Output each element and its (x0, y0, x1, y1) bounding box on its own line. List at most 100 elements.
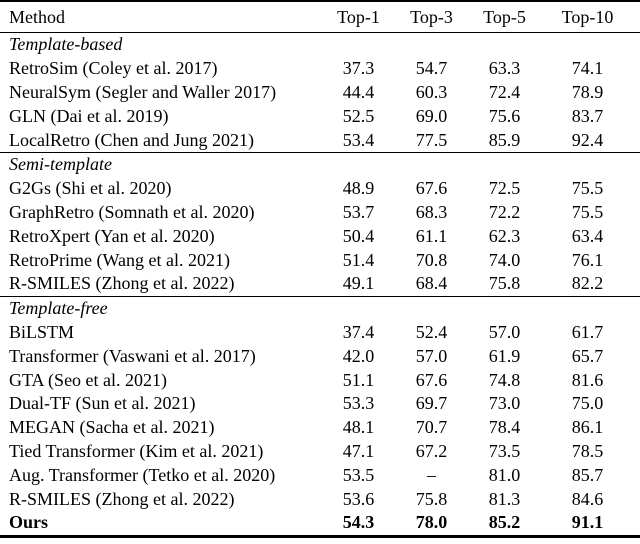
value-cell: 53.5 (342, 464, 375, 485)
value-cell: 74.0 (488, 249, 521, 270)
value-cell: 57.0 (488, 321, 521, 342)
value-cell: 48.9 (342, 178, 375, 199)
value-cell: 72.2 (488, 201, 521, 222)
column-header-top5: Top-5 (483, 6, 526, 27)
value-cell: 81.3 (488, 488, 521, 509)
method-cell: RetroSim (Coley et al. 2017) (9, 58, 218, 79)
value-cell: 91.1 (571, 512, 604, 533)
value-cell: 75.5 (571, 201, 604, 222)
method-cell: Dual-TF (Sun et al. 2021) (9, 393, 196, 414)
value-cell: 52.5 (342, 105, 375, 126)
value-cell: 67.6 (415, 178, 448, 199)
value-cell: 54.7 (415, 58, 448, 79)
method-cell: Ours (9, 512, 49, 533)
value-cell: 85.2 (488, 512, 521, 533)
method-cell: LocalRetro (Chen and Jung 2021) (9, 129, 254, 150)
value-cell: 62.3 (488, 225, 521, 246)
section-label: Semi-template (9, 154, 112, 175)
value-cell: 72.5 (488, 178, 521, 199)
value-cell: 82.2 (571, 273, 604, 294)
value-cell: 68.4 (415, 273, 448, 294)
value-cell: 75.0 (571, 393, 604, 414)
value-cell: 48.1 (342, 417, 375, 438)
table-row: Ours 54.3 78.0 85.2 91.1 (0, 511, 640, 536)
value-cell: 61.1 (415, 225, 448, 246)
method-cell: NeuralSym (Segler and Waller 2017) (9, 81, 277, 102)
value-cell: 77.5 (415, 129, 448, 150)
value-cell: 85.9 (488, 129, 521, 150)
column-header-top1: Top-1 (337, 6, 380, 27)
table-row: Tied Transformer (Kim et al. 2021) 47.1 67… (0, 440, 640, 464)
value-cell: 85.7 (571, 464, 604, 485)
value-cell: 52.4 (415, 321, 448, 342)
table-row: Transformer (Vaswani et al. 2017) 42.0 57.… (0, 344, 640, 368)
value-cell: 76.1 (571, 249, 604, 270)
value-cell: 63.3 (488, 58, 521, 79)
table-row: R-SMILES (Zhong et al. 2022) 53.6 75.8 81.3… (0, 487, 640, 511)
value-cell: 61.7 (571, 321, 604, 342)
value-cell: 75.8 (415, 488, 448, 509)
value-cell: 75.8 (488, 273, 521, 294)
value-cell: 63.4 (571, 225, 604, 246)
method-cell: MEGAN (Sacha et al. 2021) (9, 417, 215, 438)
section-semi-template: Semi-template G2Gs (Shi et al. 2020) 48.9 6… (0, 152, 640, 296)
table-row: RetroPrime (Wang et al. 2021) 51.4 70.8 74.… (0, 248, 640, 272)
value-cell: 51.4 (342, 249, 375, 270)
section-label-row: Semi-template (0, 152, 640, 176)
value-cell: 78.0 (415, 512, 448, 533)
value-cell: 37.3 (342, 58, 375, 79)
value-cell: 51.1 (342, 369, 375, 390)
value-cell: 67.6 (415, 369, 448, 390)
table-row: G2Gs (Shi et al. 2020) 48.9 67.6 72.5 75.5 (0, 177, 640, 201)
value-cell: 81.6 (571, 369, 604, 390)
method-cell: BiLSTM (9, 321, 75, 342)
value-cell: 84.6 (571, 488, 604, 509)
column-header-top10: Top-10 (561, 6, 614, 27)
column-header-method: Method (9, 6, 65, 27)
value-cell: 47.1 (342, 440, 375, 461)
value-cell: 78.9 (571, 81, 604, 102)
value-cell: 73.5 (488, 440, 521, 461)
value-cell: 70.7 (415, 417, 448, 438)
value-cell: 83.7 (571, 105, 604, 126)
value-cell: 72.4 (488, 81, 521, 102)
value-cell: 53.7 (342, 201, 375, 222)
table-row: Aug. Transformer (Tetko et al. 2020) 53.5… (0, 463, 640, 487)
value-cell: 50.4 (342, 225, 375, 246)
table-row: R-SMILES (Zhong et al. 2022) 49.1 68.4 75.8… (0, 272, 640, 296)
value-cell: 69.0 (415, 105, 448, 126)
value-cell: 53.4 (342, 129, 375, 150)
value-cell: 81.0 (488, 464, 521, 485)
value-cell: 44.4 (342, 81, 375, 102)
value-cell: 68.3 (415, 201, 448, 222)
table-row: MEGAN (Sacha et al. 2021) 48.1 70.7 78.4 86.… (0, 416, 640, 440)
table-row: Dual-TF (Sun et al. 2021) 53.3 69.7 73.0 75.… (0, 392, 640, 416)
value-cell: 61.9 (488, 345, 521, 366)
value-cell: 42.0 (342, 345, 375, 366)
value-cell: 57.0 (415, 345, 448, 366)
value-cell: 65.7 (571, 345, 604, 366)
section-template-based: Template-based RetroSim (Coley et al. 201… (0, 33, 640, 153)
section-label-row: Template-based (0, 33, 640, 57)
method-cell: GLN (Dai et al. 2019) (9, 105, 169, 126)
value-cell: 92.4 (571, 129, 604, 150)
value-cell: 60.3 (415, 81, 448, 102)
method-cell: R-SMILES (Zhong et al. 2022) (9, 488, 235, 509)
method-cell: RetroXpert (Yan et al. 2020) (9, 225, 215, 246)
table-row: NeuralSym (Segler and Waller 2017) 44.4 60… (0, 81, 640, 105)
table-row: GTA (Seo et al. 2021) 51.1 67.6 74.8 81.6 (0, 368, 640, 392)
value-cell: 74.1 (571, 58, 604, 79)
value-cell: 67.2 (415, 440, 448, 461)
table-row: GLN (Dai et al. 2019) 52.5 69.0 75.6 83.7 (0, 104, 640, 128)
method-cell: R-SMILES (Zhong et al. 2022) (9, 273, 235, 294)
method-cell: G2Gs (Shi et al. 2020) (9, 178, 172, 199)
value-cell: 49.1 (342, 273, 375, 294)
value-cell: 74.8 (488, 369, 521, 390)
method-cell: Transformer (Vaswani et al. 2017) (9, 345, 256, 366)
value-cell: 73.0 (488, 393, 521, 414)
value-cell: 37.4 (342, 321, 375, 342)
value-cell: 78.5 (571, 440, 604, 461)
table-row: GraphRetro (Somnath et al. 2020) 53.7 68.3… (0, 201, 640, 225)
